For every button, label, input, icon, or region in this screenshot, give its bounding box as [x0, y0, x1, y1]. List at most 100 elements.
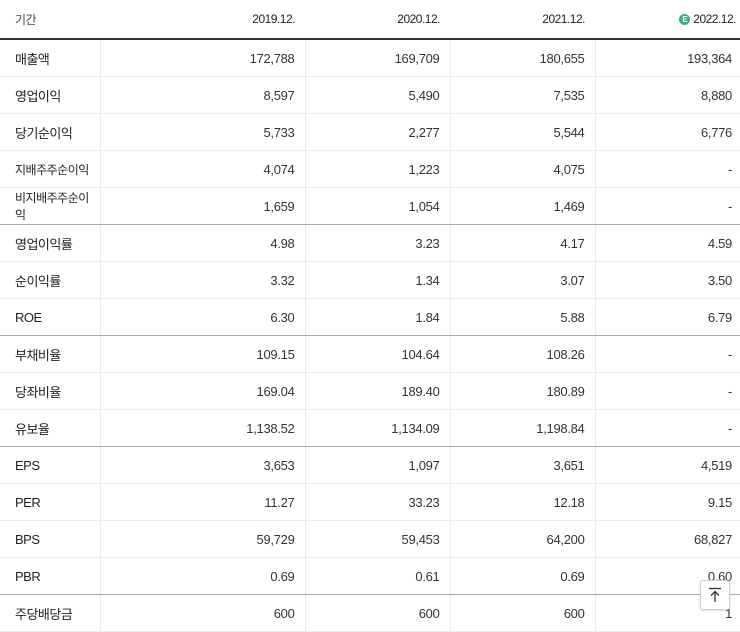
table-cell: 6.30	[99, 298, 305, 336]
period-2022-label: 2022.12.	[693, 12, 736, 26]
row-label: 주당배당금	[0, 594, 100, 632]
table-row: 유보율 1,138.52 1,134.09 1,198.84-	[0, 409, 740, 447]
table-cell: 1,659	[99, 187, 305, 225]
table-row: PBR 0.69 0.61 0.69 0.60	[0, 557, 740, 595]
scroll-to-top-button[interactable]	[700, 580, 730, 610]
table-cell: 169.04	[99, 372, 305, 410]
row-label: 당기순이익	[0, 113, 100, 151]
table-cell: 172,788	[99, 39, 305, 77]
table-cell: 6.79	[594, 298, 740, 336]
table-cell: 6,776	[594, 113, 740, 151]
table-row: 영업이익률 4.98 3.23 4.17 4.59	[0, 224, 740, 262]
table-cell: 4.59	[594, 224, 740, 262]
table-cell: 5,733	[99, 113, 305, 151]
row-label: 매출액	[0, 39, 100, 77]
table-row: BPS 59,729 59,453 64,200 68,827	[0, 520, 740, 558]
table-cell: 3.23	[304, 224, 450, 262]
table-cell: 600	[304, 594, 450, 632]
row-label: 비지배주주순이익	[0, 187, 100, 225]
table-cell: 7,535	[449, 76, 595, 114]
table-cell: 1,054	[304, 187, 450, 225]
table-cell: 109.15	[99, 335, 305, 373]
table-cell: 1.84	[304, 298, 450, 336]
table-row: 비지배주주순이익 1,659 1,054 1,469-	[0, 187, 740, 225]
table-cell: 1,469	[449, 187, 595, 225]
table-cell: -	[594, 372, 740, 410]
table-cell: 169,709	[304, 39, 450, 77]
table-cell: 3.07	[449, 261, 595, 299]
row-label: 영업이익률	[0, 224, 100, 262]
table-cell: 64,200	[449, 520, 595, 558]
table-row: PER 11.27 33.23 12.18 9.15	[0, 483, 740, 521]
table-cell: 180.89	[449, 372, 595, 410]
period-2020: 2020.12.	[305, 0, 450, 40]
table-cell: 108.26	[449, 335, 595, 373]
table-cell: 3,651	[449, 446, 595, 484]
table-cell: 4,074	[99, 150, 305, 188]
table-row: ROE 6.30 1.84 5.88 6.79	[0, 298, 740, 336]
table-cell: 59,729	[99, 520, 305, 558]
row-label: 영업이익	[0, 76, 100, 114]
table-row: 순이익률 3.32 1.34 3.07 3.50	[0, 261, 740, 299]
table-cell: -	[594, 409, 740, 447]
table-cell: 8,597	[99, 76, 305, 114]
table-cell: 2,277	[304, 113, 450, 151]
table-cell: 1,097	[304, 446, 450, 484]
table-cell: 1,138.52	[99, 409, 305, 447]
table-cell: 11.27	[99, 483, 305, 521]
table-cell: 5,544	[449, 113, 595, 151]
row-label: PBR	[0, 557, 100, 595]
table-cell: 0.69	[99, 557, 305, 595]
row-label: 순이익률	[0, 261, 100, 299]
row-label: ROE	[0, 298, 100, 336]
header-row: 기간 2019.12. 2020.12. 2021.12. E 2022.12.	[0, 0, 740, 40]
row-label: 유보율	[0, 409, 100, 447]
table-cell: 33.23	[304, 483, 450, 521]
row-label: 당좌비율	[0, 372, 100, 410]
table-cell: 0.61	[304, 557, 450, 595]
table-row: 지배주주순이익 4,074 1,223 4,075-	[0, 150, 740, 188]
table-cell: 0.69	[449, 557, 595, 595]
table-cell: 59,453	[304, 520, 450, 558]
arrow-up-to-line-icon	[709, 587, 721, 602]
table-cell: 5,490	[304, 76, 450, 114]
table-cell: 4.98	[99, 224, 305, 262]
table-cell: 3.32	[99, 261, 305, 299]
table-cell: -	[594, 187, 740, 225]
table-cell: 5.88	[449, 298, 595, 336]
table-cell: 1.34	[304, 261, 450, 299]
period-2021: 2021.12.	[450, 0, 595, 40]
table-row: 영업이익 8,597 5,490 7,535 8,880	[0, 76, 740, 114]
table-cell: 600	[449, 594, 595, 632]
table-cell: 1,134.09	[304, 409, 450, 447]
row-label: PER	[0, 483, 100, 521]
table-cell: 4.17	[449, 224, 595, 262]
table-row: 부채비율 109.15 104.64 108.26-	[0, 335, 740, 373]
table-cell: -	[594, 150, 740, 188]
row-label: 지배주주순이익	[0, 150, 100, 188]
table-cell: 189.40	[304, 372, 450, 410]
table-row: 당기순이익 5,733 2,277 5,544 6,776	[0, 113, 740, 151]
table-row: 당좌비율 169.04 189.40 180.89-	[0, 372, 740, 410]
table-cell: 104.64	[304, 335, 450, 373]
table-cell: 9.15	[594, 483, 740, 521]
table-cell: 1,223	[304, 150, 450, 188]
table-row: EPS 3,653 1,097 3,651 4,519	[0, 446, 740, 484]
table-cell: 68,827	[594, 520, 740, 558]
table-cell: -	[594, 335, 740, 373]
table-cell: 12.18	[449, 483, 595, 521]
row-label: 부채비율	[0, 335, 100, 373]
row-label: EPS	[0, 446, 100, 484]
table-cell: 1,198.84	[449, 409, 595, 447]
estimate-icon: E	[679, 14, 691, 26]
row-label: BPS	[0, 520, 100, 558]
table-row: 매출액 172,788 169,709 180,655 193,364	[0, 39, 740, 77]
table-cell: 193,364	[594, 39, 740, 77]
period-2022-estimate: E 2022.12.	[595, 0, 740, 40]
table-cell: 3,653	[99, 446, 305, 484]
period-header: 기간	[0, 0, 100, 40]
table-cell: 4,075	[449, 150, 595, 188]
table-cell: 3.50	[594, 261, 740, 299]
table-cell: 8,880	[594, 76, 740, 114]
